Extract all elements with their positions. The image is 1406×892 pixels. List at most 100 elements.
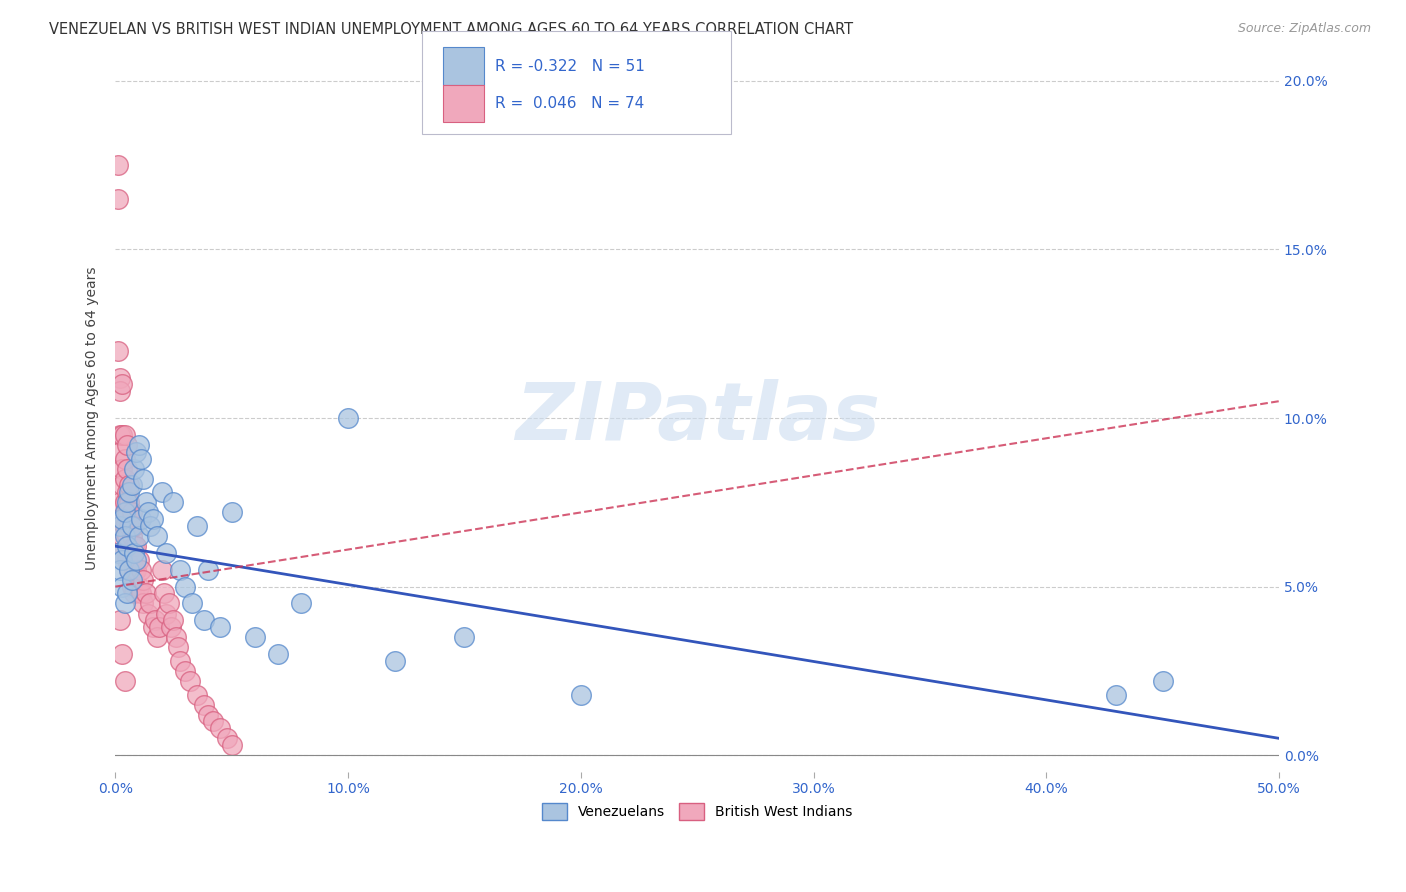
- Point: [122, 539, 145, 553]
- Point: [186, 519, 208, 533]
- Point: [136, 607, 159, 621]
- Point: [128, 438, 150, 452]
- Point: [114, 519, 136, 533]
- Point: [136, 505, 159, 519]
- Point: [108, 444, 131, 458]
- Point: [155, 607, 177, 621]
- Point: [121, 519, 143, 533]
- Point: [114, 451, 136, 466]
- Point: [108, 519, 131, 533]
- Point: [108, 370, 131, 384]
- Point: [165, 630, 187, 644]
- Point: [243, 630, 266, 644]
- Point: [114, 597, 136, 611]
- Point: [129, 563, 152, 577]
- Point: [125, 444, 148, 458]
- Point: [337, 411, 360, 425]
- Point: [290, 597, 312, 611]
- Point: [132, 597, 155, 611]
- Point: [162, 613, 184, 627]
- Point: [128, 529, 150, 543]
- Point: [453, 630, 475, 644]
- Point: [157, 597, 180, 611]
- Point: [202, 714, 225, 729]
- Point: [115, 539, 138, 553]
- Point: [128, 552, 150, 566]
- Point: [111, 377, 134, 392]
- Point: [111, 478, 134, 492]
- Point: [121, 478, 143, 492]
- Point: [114, 505, 136, 519]
- Point: [107, 158, 129, 172]
- Point: [384, 654, 406, 668]
- Point: [215, 731, 238, 746]
- Point: [115, 438, 138, 452]
- Point: [146, 630, 169, 644]
- Point: [174, 664, 197, 678]
- Point: [125, 552, 148, 566]
- Point: [132, 573, 155, 587]
- Point: [197, 563, 219, 577]
- Point: [122, 461, 145, 475]
- Text: Source: ZipAtlas.com: Source: ZipAtlas.com: [1237, 22, 1371, 36]
- Point: [114, 673, 136, 688]
- Point: [114, 428, 136, 442]
- Point: [114, 495, 136, 509]
- Point: [135, 495, 157, 509]
- Point: [146, 529, 169, 543]
- Point: [181, 597, 204, 611]
- Point: [118, 519, 141, 533]
- Point: [125, 539, 148, 553]
- Point: [114, 529, 136, 543]
- Point: [169, 563, 191, 577]
- Point: [129, 586, 152, 600]
- Point: [169, 654, 191, 668]
- Point: [1152, 673, 1174, 688]
- Point: [111, 529, 134, 543]
- Point: [267, 647, 290, 661]
- Point: [150, 485, 173, 500]
- Point: [121, 529, 143, 543]
- Point: [153, 586, 176, 600]
- Point: [125, 563, 148, 577]
- Point: [115, 495, 138, 509]
- Point: [174, 580, 197, 594]
- Point: [167, 640, 190, 655]
- Point: [143, 613, 166, 627]
- Point: [155, 546, 177, 560]
- Point: [122, 519, 145, 533]
- Point: [108, 428, 131, 442]
- Point: [111, 461, 134, 475]
- Point: [132, 472, 155, 486]
- Point: [115, 586, 138, 600]
- Point: [107, 192, 129, 206]
- Point: [1105, 688, 1128, 702]
- Text: R =  0.046   N = 74: R = 0.046 N = 74: [495, 96, 644, 111]
- Point: [111, 647, 134, 661]
- Point: [221, 505, 243, 519]
- Point: [108, 613, 131, 627]
- Point: [115, 552, 138, 566]
- Point: [107, 343, 129, 358]
- Point: [160, 620, 183, 634]
- Point: [122, 563, 145, 577]
- Point: [129, 512, 152, 526]
- Point: [121, 580, 143, 594]
- Point: [221, 738, 243, 752]
- Point: [197, 707, 219, 722]
- Point: [107, 546, 129, 560]
- Point: [135, 586, 157, 600]
- Point: [121, 505, 143, 519]
- Point: [193, 698, 215, 712]
- Point: [148, 620, 170, 634]
- Point: [115, 461, 138, 475]
- Legend: Venezuelans, British West Indians: Venezuelans, British West Indians: [536, 797, 858, 825]
- Point: [121, 552, 143, 566]
- Point: [111, 428, 134, 442]
- Point: [569, 688, 592, 702]
- Point: [139, 519, 162, 533]
- Text: ZIPatlas: ZIPatlas: [515, 379, 880, 457]
- Point: [193, 613, 215, 627]
- Point: [122, 546, 145, 560]
- Point: [118, 563, 141, 577]
